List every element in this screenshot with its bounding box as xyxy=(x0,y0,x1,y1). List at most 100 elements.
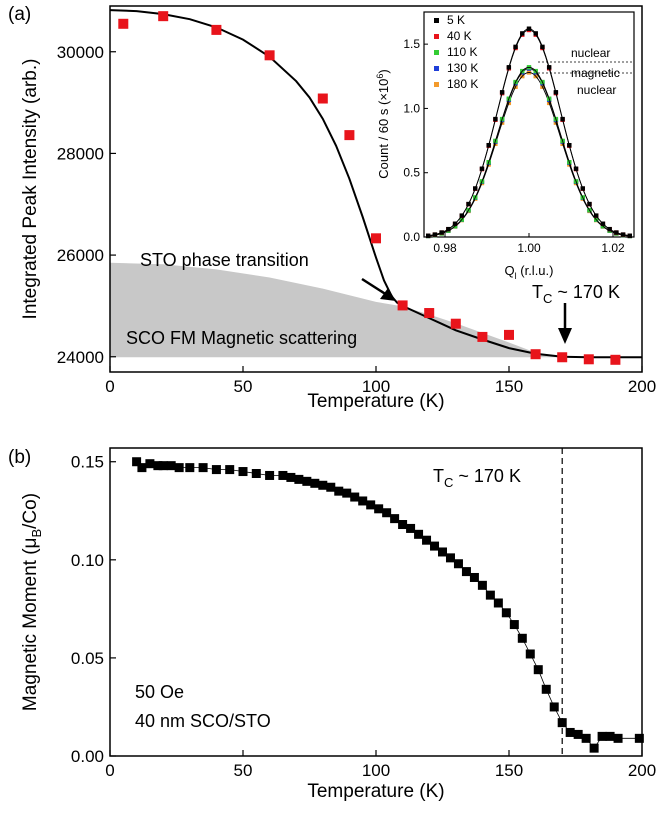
y-tick-label: 26000 xyxy=(57,246,104,265)
inset-fit-line xyxy=(428,66,632,237)
moment-point xyxy=(541,684,551,694)
y-tick-label: 30000 xyxy=(57,43,104,62)
moment-point xyxy=(158,461,168,471)
sto-arrow xyxy=(361,277,388,297)
moment-point xyxy=(358,496,368,506)
moment-point xyxy=(509,620,519,630)
moment-point xyxy=(132,457,142,467)
tc-label-a: TC ~ 170 K xyxy=(532,282,620,306)
inset-legend-swatch xyxy=(434,66,439,71)
intensity-point xyxy=(477,331,488,342)
intensity-point xyxy=(530,349,541,360)
inset-label-nuclear-top: nuclear xyxy=(571,46,610,60)
inset-legend-label: 130 K xyxy=(447,61,478,75)
moment-point xyxy=(198,463,208,473)
inset-x-ticks: 0.98 1.00 1.02 xyxy=(433,233,625,255)
moment-point xyxy=(174,463,184,473)
sco-magnetic-label: SCO FM Magnetic scattering xyxy=(126,328,357,348)
panel-a-label: (a) xyxy=(8,4,31,25)
inset-legend-label: 5 K xyxy=(447,13,465,27)
moment-point xyxy=(265,470,275,480)
inset-peaks xyxy=(426,26,632,239)
intensity-point xyxy=(118,18,129,29)
moment-point xyxy=(414,529,424,539)
moment-point xyxy=(302,476,312,486)
moment-point xyxy=(390,514,400,524)
y-tick-label: 0.15 xyxy=(71,453,104,472)
x-tick-label: 150 xyxy=(495,761,523,780)
moment-point xyxy=(398,520,408,530)
intensity-point xyxy=(371,233,381,244)
inset-x-tick-label: 0.98 xyxy=(433,241,457,255)
magnetic-scattering-region xyxy=(110,262,642,358)
moment-points xyxy=(132,457,644,753)
inset-x-tick-label: 1.00 xyxy=(517,241,541,255)
inset-legend-swatch xyxy=(434,34,439,39)
plot-a-x-ticks: 0 50 100 150 200 xyxy=(105,366,656,396)
moment-point xyxy=(366,500,376,510)
moment-point xyxy=(374,504,384,514)
inset-label-magnetic: magnetic xyxy=(571,66,620,80)
moment-point xyxy=(589,743,599,753)
inset-y-tick-label: 1.5 xyxy=(403,37,420,51)
inset-x-tick-label: 1.02 xyxy=(601,241,625,255)
moment-point xyxy=(493,598,503,608)
inset-legend-swatch xyxy=(434,50,439,55)
panel-a: (a) 0 50 100 150 200 24000 26000 28000 30000 Te… xyxy=(8,4,656,412)
plot-a-y-ticks: 24000 26000 28000 30000 xyxy=(57,43,116,367)
intensity-point xyxy=(264,50,275,61)
moment-point xyxy=(382,508,392,518)
inset-legend-label: 40 K xyxy=(447,29,472,43)
moment-point xyxy=(581,733,591,743)
y-tick-label: 0.05 xyxy=(71,649,104,668)
moment-point xyxy=(517,633,527,643)
moment-point xyxy=(310,478,320,488)
y-tick-label: 0.10 xyxy=(71,551,104,570)
inset-series xyxy=(426,26,632,238)
moment-line xyxy=(136,461,640,749)
moment-point xyxy=(501,608,511,618)
moment-point xyxy=(445,553,455,563)
plot-a-y-axis-title: Integrated Peak Intensity (arb.) xyxy=(20,59,41,320)
plot-b-x-ticks: 0 50 100 150 200 xyxy=(105,750,656,780)
moment-point xyxy=(469,572,479,582)
inset-label-nuclear-bottom: nuclear xyxy=(577,83,616,97)
x-tick-label: 200 xyxy=(628,377,656,396)
intensity-point xyxy=(211,24,222,35)
inset-legend-label: 110 K xyxy=(447,45,477,59)
x-tick-label: 0 xyxy=(105,377,114,396)
x-tick-label: 100 xyxy=(362,761,390,780)
moment-point xyxy=(557,718,567,728)
intensity-point xyxy=(158,11,169,22)
intensity-point xyxy=(610,354,621,365)
inset-y-tick-label: 0.5 xyxy=(403,166,420,180)
moment-point xyxy=(278,470,288,480)
moment-point xyxy=(350,492,360,502)
inset-y-tick-label: 1.0 xyxy=(403,101,420,115)
moment-point xyxy=(153,461,163,471)
inset-x-axis-title: Ql (r.l.u.) xyxy=(505,263,554,281)
x-tick-label: 200 xyxy=(628,761,656,780)
moment-point xyxy=(533,665,543,675)
plot-b-x-axis-title: Temperature (K) xyxy=(307,781,444,802)
intensity-point xyxy=(424,308,435,319)
plot-b-y-axis-title: Magnetic Moment (μB/Co) xyxy=(20,493,44,711)
moment-point xyxy=(326,482,336,492)
panel-b-label: (b) xyxy=(8,447,31,468)
moment-point xyxy=(453,559,463,569)
intensity-point xyxy=(397,300,408,311)
moment-point xyxy=(238,467,248,477)
intensity-point xyxy=(317,93,328,104)
moment-point xyxy=(549,702,559,712)
intensity-point xyxy=(583,354,594,365)
moment-point xyxy=(166,461,176,471)
moment-point xyxy=(430,541,440,551)
moment-point xyxy=(145,459,155,469)
moment-point xyxy=(613,733,623,743)
field-label: 50 Oe xyxy=(135,682,184,702)
moment-point xyxy=(318,480,328,490)
moment-point xyxy=(525,649,535,659)
moment-point xyxy=(137,463,147,473)
x-tick-label: 0 xyxy=(105,761,114,780)
inset-y-axis-title: Count / 60 s (×106) xyxy=(375,69,391,178)
